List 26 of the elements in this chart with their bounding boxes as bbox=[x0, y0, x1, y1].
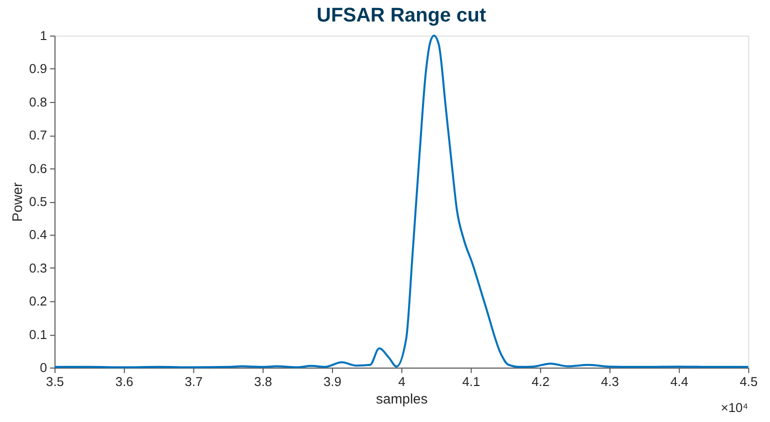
text: ×10⁴ bbox=[720, 400, 748, 416]
x-tick-label: 4 bbox=[398, 374, 406, 389]
y-axis-title: Power bbox=[9, 182, 26, 222]
y-tick-label: 0.1 bbox=[29, 326, 48, 342]
x-tick-label: 3.9 bbox=[324, 374, 342, 389]
y-tick-label: 0.4 bbox=[29, 227, 48, 242]
chart-title: UFSAR Range cut bbox=[316, 4, 486, 27]
y-tick-label: 0.3 bbox=[29, 260, 48, 276]
x-tick-label: 3.8 bbox=[254, 374, 272, 389]
y-tick-label: 0.2 bbox=[29, 294, 48, 309]
x-tick-label: 4.5 bbox=[740, 374, 758, 389]
x-tick-label: 3.5 bbox=[46, 374, 64, 389]
y-tick-label: 0 bbox=[40, 360, 48, 376]
y-tick-label: 0.6 bbox=[29, 160, 48, 176]
x-tick-label: 4.1 bbox=[462, 374, 480, 389]
y-tick-label: 0.8 bbox=[29, 94, 48, 110]
x-axis-title: samples bbox=[376, 390, 428, 407]
x-tick-label: 4.3 bbox=[601, 374, 619, 389]
x-tick-label: 4.2 bbox=[532, 374, 550, 389]
y-tick-label: 0.9 bbox=[29, 61, 48, 76]
x-tick-label: 4.4 bbox=[670, 374, 688, 389]
x-tick-label: 3.7 bbox=[184, 374, 203, 389]
y-tick-label: 0.7 bbox=[29, 128, 48, 143]
y-tick-label: 1 bbox=[40, 28, 48, 44]
x-tick-label: 3.6 bbox=[115, 374, 134, 389]
y-tick-label: 0.5 bbox=[29, 194, 48, 210]
